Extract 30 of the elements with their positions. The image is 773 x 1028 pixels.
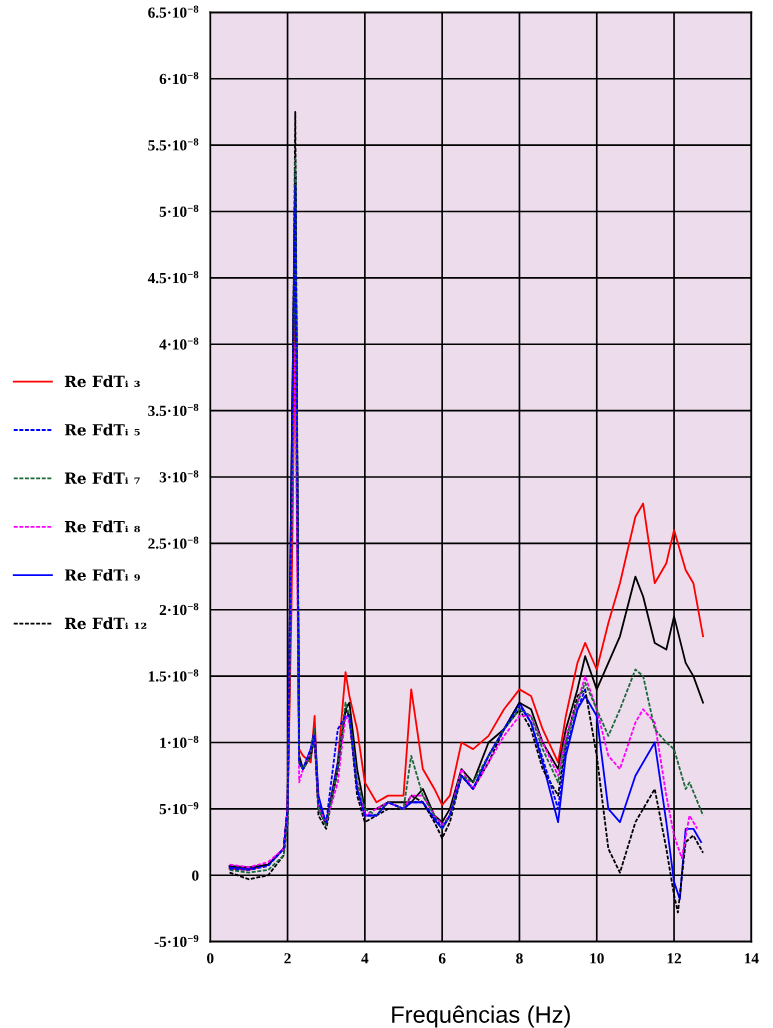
legend-label: Re FdTᵢ ₇ — [64, 472, 140, 484]
x-tick-label: 10 — [590, 953, 604, 964]
x-axis-title: Frequências (Hz) — [392, 1005, 570, 1028]
y-tick-label: 6.5·10$^{−8}$ — [148, 5, 199, 18]
y-tick-label: 1.5·10$^{−8}$ — [148, 669, 199, 682]
y-tick-label: 3.5·10$^{−8}$ — [148, 403, 199, 417]
x-tick-label: 2 — [284, 953, 291, 964]
y-tick-label: 5.5·10$^{−8}$ — [148, 138, 199, 151]
x-tick-label: 12 — [667, 953, 682, 964]
y-tick-label: 2.5·10$^{−8}$ — [148, 536, 199, 549]
y-tick-label: 4.5·10$^{−8}$ — [147, 271, 199, 284]
y-tick-label: 5·10$^{−8}$ — [159, 204, 199, 217]
legend-label: Re FdTᵢ ₁₂ — [64, 617, 147, 630]
x-tick-label: 8 — [516, 953, 523, 964]
y-tick-label: -5·10$^{−9}$ — [154, 934, 199, 948]
y-tick-label: 1·10$^{−8}$ — [160, 735, 199, 748]
legend-label: Re FdTᵢ ₉ — [64, 568, 140, 581]
y-tick-label: 4·10$^{−8}$ — [159, 337, 199, 350]
legend-label: Re FdTᵢ ₃ — [64, 375, 140, 388]
x-tick-label: 14 — [744, 953, 759, 964]
x-tick-label: 6 — [438, 953, 446, 964]
y-tick-label: 3·10$^{−8}$ — [159, 470, 199, 483]
x-tick-label: 4 — [361, 953, 369, 964]
y-tick-label: 6·10$^{−8}$ — [159, 71, 199, 85]
legend-label: Re FdTᵢ ₈ — [64, 520, 140, 533]
x-tick-label: 0 — [207, 953, 214, 964]
y-tick-label: 2·10$^{−8}$ — [159, 602, 199, 616]
y-tick-label: 5·10$^{−9}$ — [159, 802, 199, 815]
y-tick-label: 0 — [192, 870, 199, 881]
legend-label: Re FdTᵢ ₅ — [64, 423, 140, 436]
